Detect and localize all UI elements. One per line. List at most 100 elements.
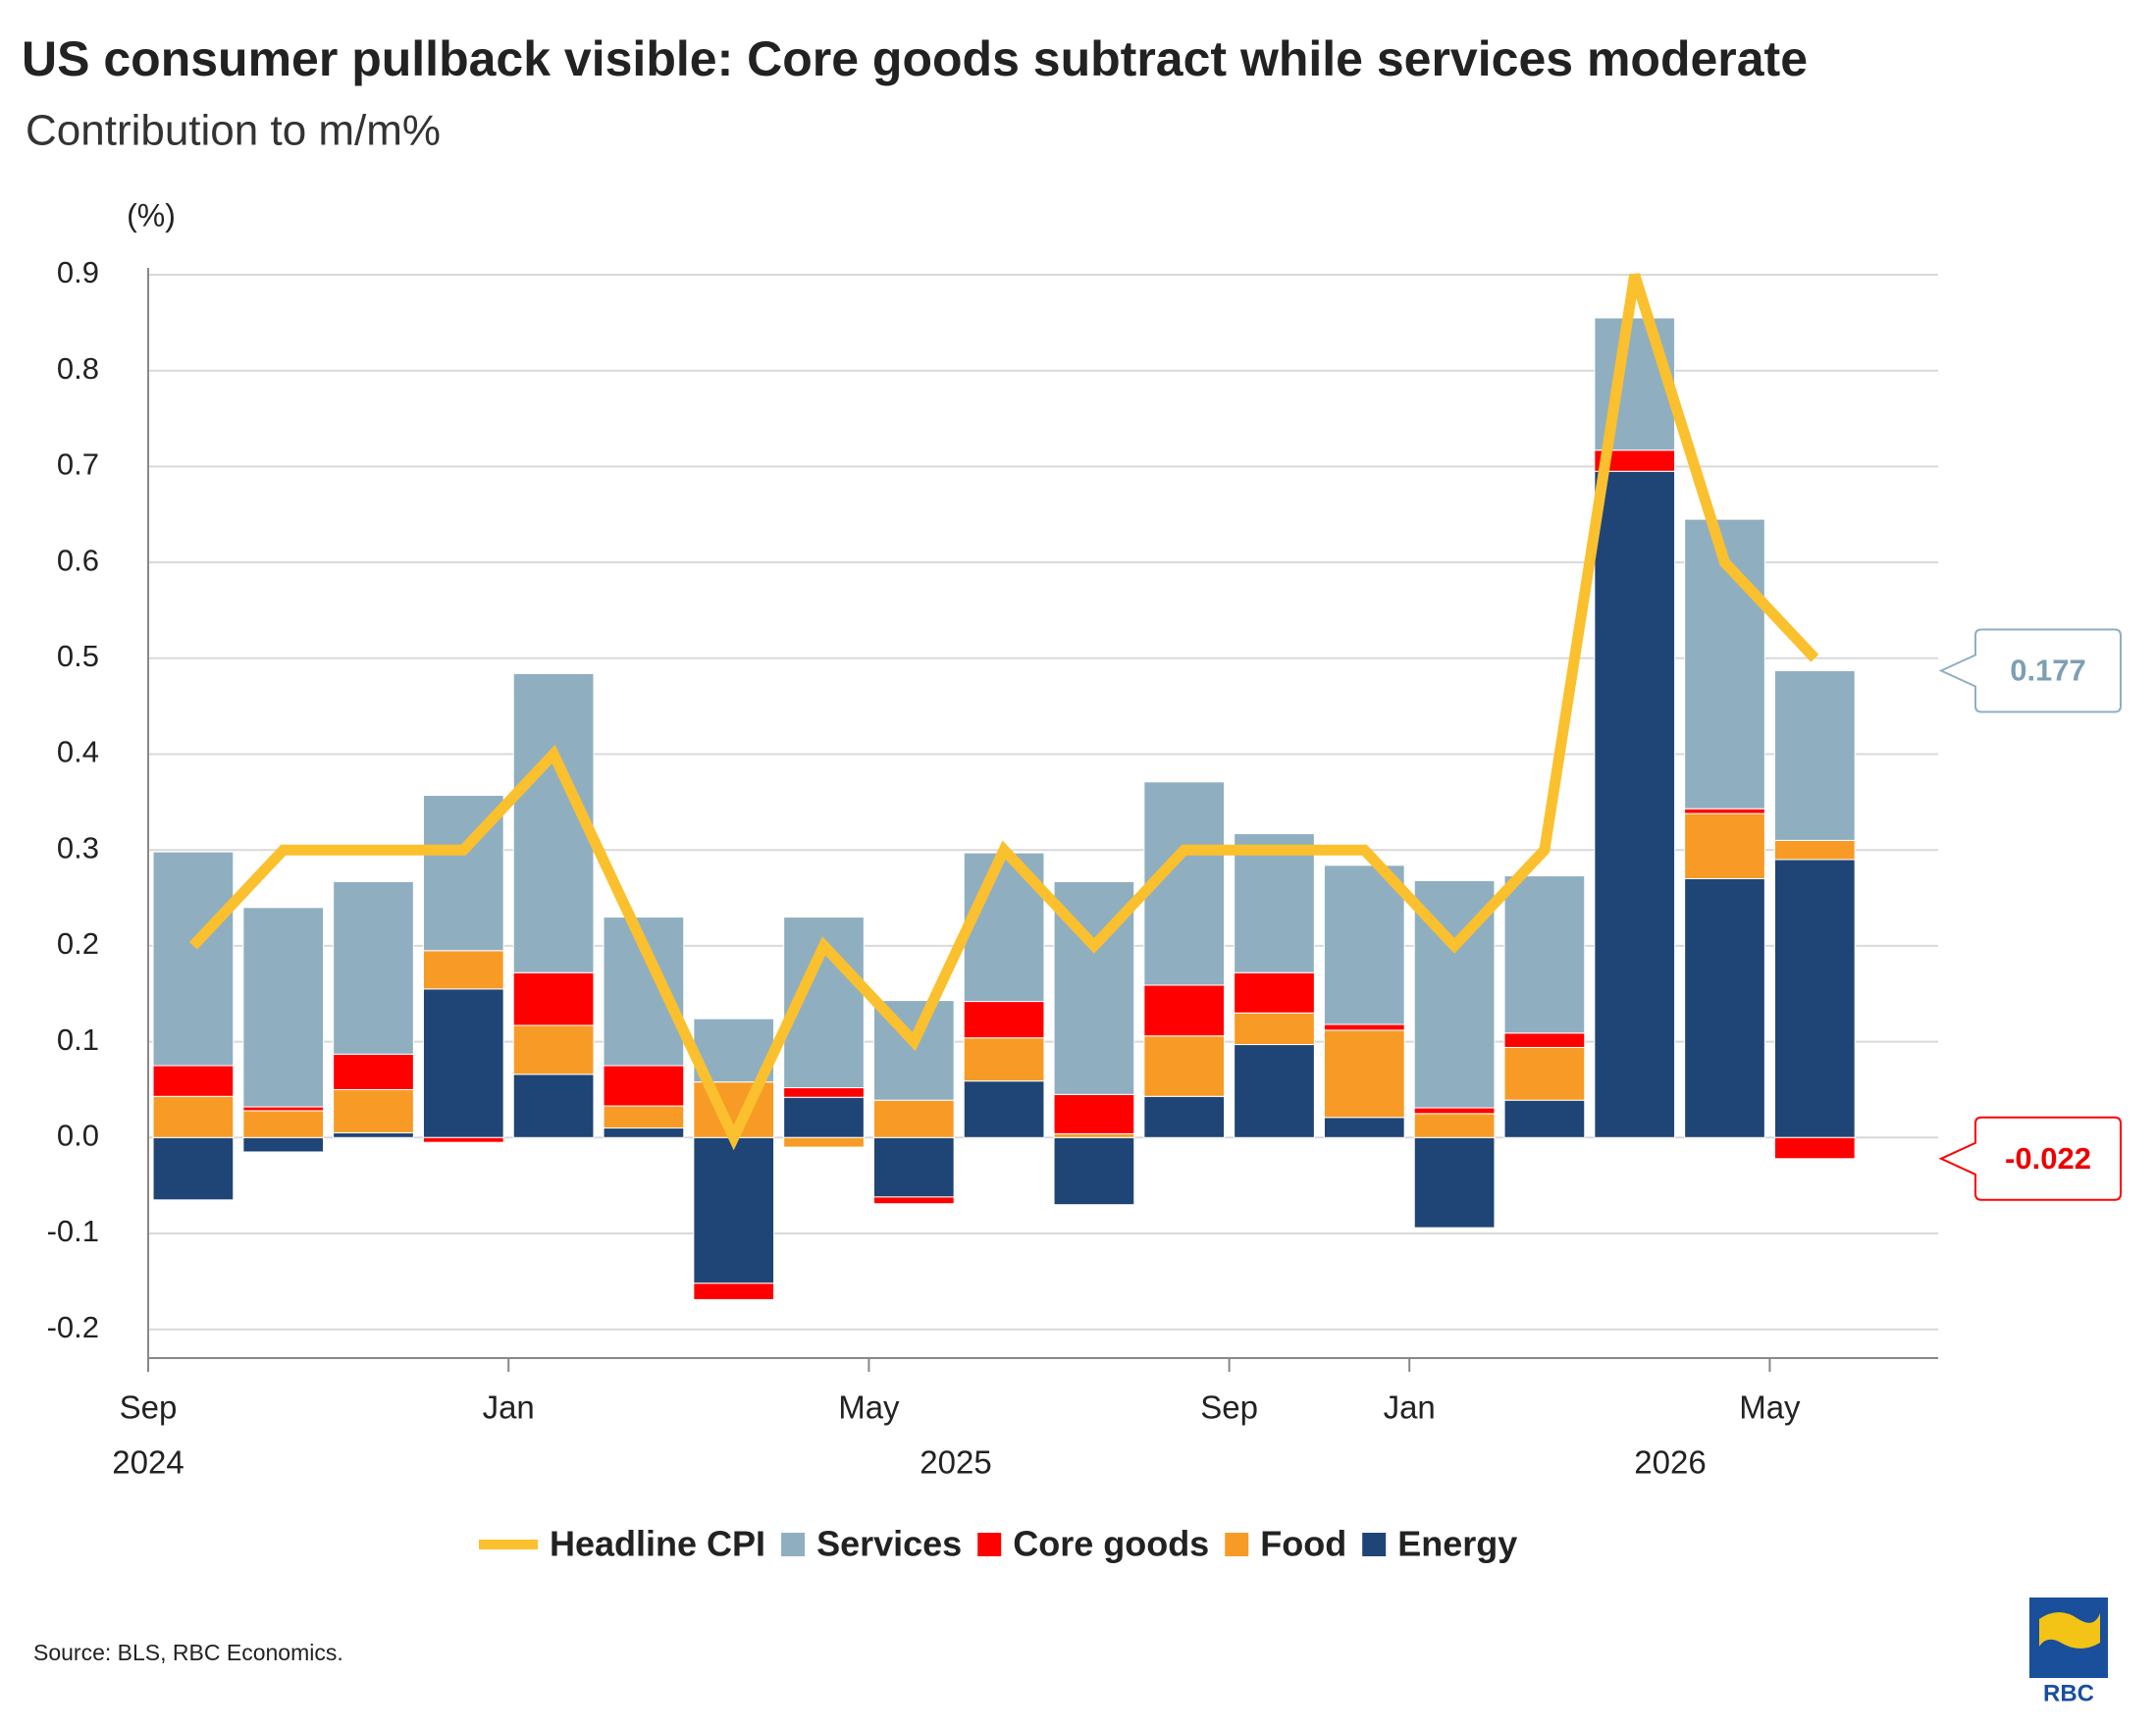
bar-segment	[152, 1095, 235, 1138]
legend-swatch	[781, 1533, 806, 1556]
bar-segment	[603, 1105, 685, 1129]
bar-segment	[242, 1136, 325, 1153]
callout-label: -0.022	[2005, 1141, 2091, 1176]
bar-segment	[512, 971, 595, 1026]
bar-segment	[1503, 1046, 1586, 1101]
bar-segment	[603, 1065, 685, 1107]
legend-label: Food	[1260, 1524, 1346, 1564]
bar-segment	[242, 1106, 325, 1112]
x-tick-label: Jan	[483, 1389, 535, 1426]
y-tick-label: -0.2	[47, 1310, 99, 1344]
bar-segment	[1323, 1029, 1405, 1119]
x-tick-label: Sep	[1200, 1389, 1258, 1426]
bar-segment	[1143, 1095, 1226, 1138]
legend-label: Services	[816, 1524, 962, 1564]
y-tick-label: 0.0	[57, 1118, 99, 1152]
bar-segment	[512, 1074, 595, 1138]
bar-segment	[333, 1053, 414, 1090]
line-series	[188, 273, 1819, 1151]
bar-segment	[963, 1037, 1045, 1082]
bar-segment	[1234, 833, 1315, 973]
bar-segment	[1413, 1136, 1496, 1229]
legend-label: Core goods	[1013, 1524, 1209, 1564]
bar-segment	[333, 880, 414, 1055]
bar-segment	[242, 907, 325, 1108]
bar-segment	[1234, 1012, 1315, 1046]
bar-segment	[242, 1110, 325, 1138]
x-tick-label: Jan	[1384, 1389, 1436, 1426]
bar-segment	[1684, 812, 1765, 880]
y-tick-label: 0.7	[57, 447, 99, 482]
bar-segment	[1413, 1107, 1496, 1115]
y-tick-label: 0.5	[57, 639, 99, 673]
chart-subtitle: Contribution to m/m%	[26, 107, 441, 155]
bar-segment	[1234, 1044, 1315, 1138]
bar-segment	[1773, 859, 1856, 1138]
bar-segment	[783, 1096, 865, 1138]
y-tick-label: -0.1	[47, 1214, 99, 1248]
bar-segment	[1143, 1035, 1226, 1097]
year-label: 2025	[920, 1444, 991, 1481]
y-axis-label: (%)	[127, 197, 176, 233]
bar-segment	[872, 1099, 955, 1138]
bar-segment	[333, 1088, 414, 1133]
y-tick-label: 0.9	[57, 255, 99, 289]
logo: RBC	[2029, 1598, 2108, 1706]
logo-lion	[2039, 1612, 2100, 1649]
bar-segment	[152, 851, 235, 1067]
legend-swatch	[1225, 1533, 1249, 1556]
logo-text: RBC	[2043, 1680, 2094, 1706]
bar-segment	[1503, 1032, 1586, 1048]
bar-segment	[693, 1283, 775, 1300]
year-label: 2024	[112, 1444, 184, 1481]
y-tick-label: 0.8	[57, 351, 99, 386]
bar-segment	[1413, 1113, 1496, 1138]
bar-segment	[422, 950, 504, 990]
bar-segment	[963, 1001, 1045, 1039]
bar-segment	[1143, 984, 1226, 1037]
y-tick-label: 0.1	[57, 1022, 99, 1057]
legend-label: Headline CPI	[550, 1524, 765, 1564]
bar-segment	[152, 1136, 235, 1201]
bar-segment	[1503, 1099, 1586, 1138]
chart-title: US consumer pullback visible: Core goods…	[22, 31, 1808, 86]
bar-segment	[1503, 875, 1586, 1034]
callout-box	[1938, 628, 2122, 713]
bar-segment	[783, 1136, 865, 1148]
bar-segment	[1323, 864, 1405, 1025]
year-label: 2026	[1634, 1444, 1706, 1481]
bar-segment	[872, 1136, 955, 1198]
bar-segment	[1053, 1136, 1135, 1206]
bar-segment	[1773, 669, 1856, 841]
bar-segment	[1594, 317, 1676, 451]
bar-segment	[422, 1136, 504, 1143]
bar-segment	[1323, 1117, 1405, 1138]
bar-segment	[1053, 1132, 1135, 1138]
y-tick-label: 0.3	[57, 830, 99, 864]
legend-swatch	[977, 1533, 1002, 1556]
x-tick-label: May	[838, 1389, 900, 1426]
x-tick-label: May	[1739, 1389, 1801, 1426]
bar-segment	[1053, 1093, 1135, 1134]
bar-segment	[963, 1080, 1045, 1138]
bar-segment	[1234, 971, 1315, 1014]
bar-segment	[783, 1086, 865, 1098]
legend-swatch	[1362, 1533, 1387, 1556]
bar-segment	[1594, 470, 1676, 1138]
y-tick-label: 0.6	[57, 543, 99, 577]
y-tick-label: 0.4	[57, 735, 99, 769]
bar-segment	[422, 988, 504, 1138]
bar-segment	[1773, 1136, 1856, 1160]
bar-segment	[693, 1136, 775, 1284]
y-tick-label: 0.2	[57, 926, 99, 961]
source: Source: BLS, RBC Economics.	[33, 1640, 343, 1665]
callout-label: 0.177	[2010, 654, 2086, 688]
callout-box	[1938, 1116, 2122, 1201]
bar-segment	[1323, 1023, 1405, 1031]
bar-segment	[1684, 878, 1765, 1138]
bar-segment	[603, 1127, 685, 1138]
bar-segment	[152, 1065, 235, 1097]
legend-label: Energy	[1397, 1524, 1517, 1564]
bar-segment	[872, 1196, 955, 1205]
